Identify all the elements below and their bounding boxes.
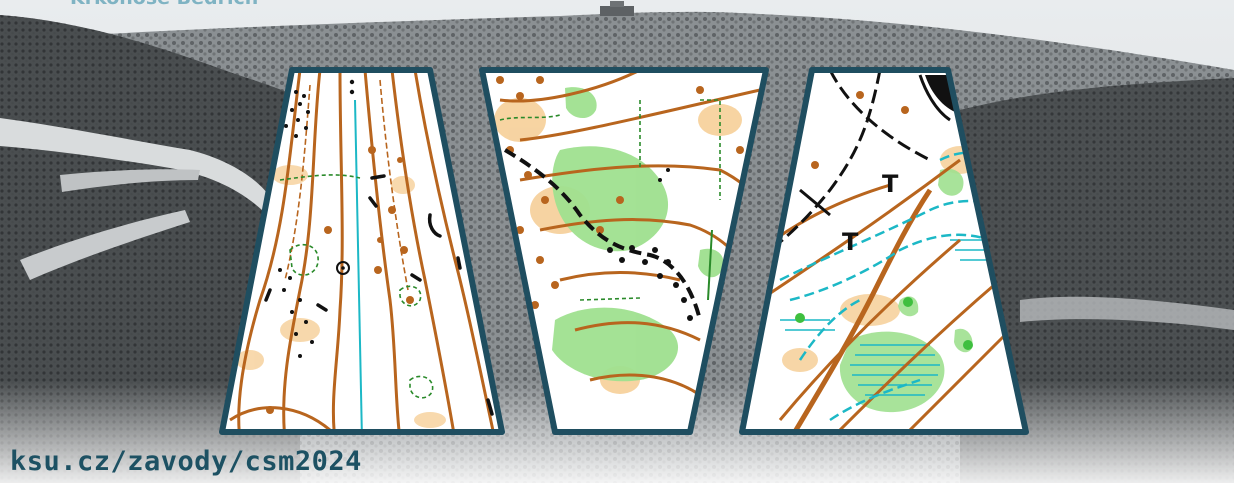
- map-label-t-lower: T: [842, 228, 859, 256]
- map-panel-middle: [479, 67, 769, 435]
- map-label-t-upper: T: [882, 170, 899, 198]
- cut-off-title: Krkonoše Bedřich: [70, 0, 258, 8]
- map-panel-right: T T: [739, 67, 1029, 435]
- event-url: ksu.cz/zavody/csm2024: [10, 446, 362, 477]
- map-panel-left: [219, 67, 505, 435]
